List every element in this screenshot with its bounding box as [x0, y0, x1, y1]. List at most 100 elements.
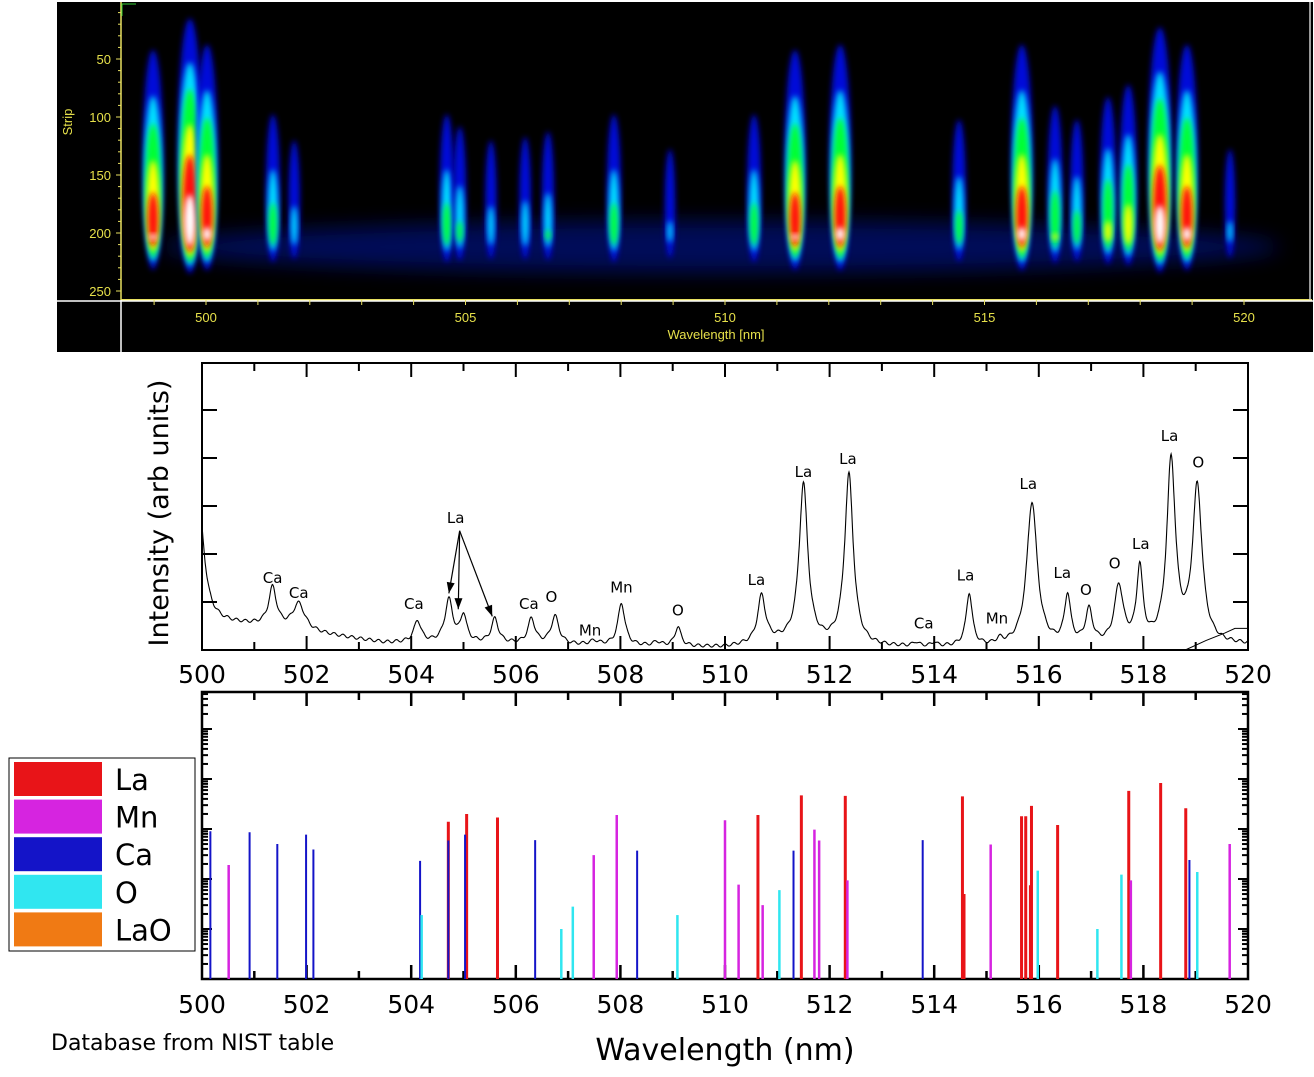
- spectrogram-intensity-contour: [545, 229, 551, 241]
- spectrogram-intensity-contour: [1052, 233, 1058, 240]
- nist-x-tick-label: 512: [806, 990, 854, 1019]
- annotation-arrow: [457, 530, 461, 610]
- spectrogram-intensity-contour: [1050, 190, 1060, 248]
- spectrogram-line: [177, 18, 202, 274]
- spectrum-x-tick-label: 506: [492, 660, 540, 689]
- spectrogram-intensity-contour: [955, 210, 963, 245]
- spectrogram-y-tick-label: 100: [89, 110, 111, 125]
- spectrogram-intensity-contour: [521, 200, 529, 247]
- spectrogram-line: [485, 140, 497, 259]
- peak-label: La: [1054, 564, 1072, 582]
- spectrogram-line: [606, 114, 621, 263]
- peak-label: Ca: [263, 569, 283, 587]
- nist-x-tick-label: 506: [492, 990, 540, 1019]
- peak-label: Ca: [914, 614, 934, 632]
- spectrogram-line: [541, 131, 555, 261]
- spectrum-x-tick-labels: 500 502 504 506 508 510 512 514 516 518 520: [178, 660, 1272, 689]
- spectrogram-intensity-contour: [202, 227, 212, 241]
- spectrogram-intensity-contour: [1182, 227, 1192, 241]
- spectrogram-intensity-contour: [184, 194, 196, 246]
- spectrogram-intensity-contour: [456, 221, 463, 243]
- spectrogram-x-tick-label: 515: [974, 310, 996, 325]
- spectrum-curve: [201, 451, 1249, 648]
- nist-x-tick-label: 508: [597, 990, 645, 1019]
- spectrogram-line: [784, 49, 806, 270]
- spectrogram-panel: 500 505 510 515 520 50 100 150 200 250 Strip Wave…: [57, 2, 1313, 352]
- spectrogram-intensity-contour: [1017, 227, 1027, 241]
- spectrogram-intensity-contour: [610, 202, 618, 246]
- x-axis-title: Wavelength (nm): [595, 1033, 854, 1068]
- spectrogram-intensity-contour: [443, 202, 451, 246]
- spectrum-x-tick-label: 508: [597, 660, 645, 689]
- peak-label: Ca: [519, 595, 539, 613]
- legend-label-lao: LaO: [115, 913, 172, 947]
- spectrogram-line: [1011, 44, 1033, 271]
- legend-label-ca: Ca: [115, 838, 153, 872]
- spectrogram-intensity-contour: [1124, 203, 1133, 245]
- peak-label: Ca: [404, 595, 424, 613]
- spectrum-x-tick-label: 510: [701, 660, 749, 689]
- peak-label: O: [1192, 454, 1204, 472]
- spectrum-x-tick-label: 512: [806, 660, 854, 689]
- spectrum-x-tick-label: 502: [283, 660, 331, 689]
- nist-x-tick-label: 510: [701, 990, 749, 1019]
- nist-x-tick-label: 504: [387, 990, 435, 1019]
- peak-label: Ca: [289, 584, 309, 602]
- spectrogram-line: [265, 114, 281, 263]
- nist-x-tick-label: 518: [1120, 990, 1168, 1019]
- peak-label: O: [1109, 554, 1121, 572]
- spectrogram-line: [1176, 44, 1198, 271]
- spectrogram-ticks: 500 505 510 515 520 50 100 150 200 250: [89, 12, 1255, 325]
- spectrogram-y-label: Strip: [60, 109, 75, 136]
- legend-swatch-mn: [14, 799, 102, 834]
- spectrogram-x-tick-label: 500: [195, 310, 217, 325]
- peak-label: La: [1132, 535, 1150, 553]
- spectrogram-intensity-contour: [667, 220, 673, 243]
- spectrogram-intensity-contour: [1224, 148, 1236, 258]
- spectrogram-intensity-contour: [836, 227, 845, 241]
- peak-label: O: [1080, 581, 1092, 599]
- spectrogram-intensity-contour: [291, 205, 298, 246]
- nist-x-tick-label: 514: [910, 990, 958, 1019]
- spectrogram-y-tick-label: 200: [89, 226, 111, 241]
- spectrogram-y-tick-label: 50: [97, 52, 111, 67]
- peak-label: La: [839, 450, 857, 468]
- spectrogram-intensity-contour: [791, 234, 799, 240]
- spectrum-y-axis-title: Intensity (arb units): [144, 380, 175, 647]
- legend-label-o: O: [115, 876, 138, 910]
- spectrum-x-tick-label: 516: [1015, 660, 1063, 689]
- peak-label: Mn: [986, 610, 1008, 628]
- spectrogram-image: [142, 18, 1280, 274]
- spectrogram-intensity-contour: [269, 202, 277, 246]
- spectrogram-glow: [160, 220, 1280, 273]
- spectrogram-intensity-contour: [147, 192, 159, 247]
- nist-ticks: [202, 692, 1248, 979]
- peak-label: La: [795, 463, 813, 481]
- spectrogram-y-tick-label: 250: [89, 284, 111, 299]
- spectrogram-line: [1148, 27, 1172, 273]
- peak-label: La: [957, 566, 975, 584]
- arrow-head-icon: [484, 604, 493, 617]
- spectrogram-intensity-contour: [487, 205, 495, 246]
- spectrogram-intensity-contour: [1227, 220, 1233, 243]
- spectrogram-intensity-contour: [789, 192, 801, 247]
- spectrogram-line: [747, 114, 762, 263]
- nist-x-tick-label: 500: [178, 990, 226, 1019]
- spectrogram-y-tick-label: 150: [89, 168, 111, 183]
- footnote: Database from NIST table: [51, 1031, 334, 1056]
- spectrogram-corner-marker: [121, 3, 136, 16]
- peak-label: O: [545, 588, 557, 606]
- spectrum-secondary-curve: [1185, 627, 1248, 651]
- legend-swatch-o: [14, 874, 102, 909]
- spectrogram-line: [1100, 96, 1116, 265]
- spectrogram-intensity-contour: [1073, 210, 1081, 245]
- peak-label: O: [672, 601, 684, 619]
- arrow-head-icon: [454, 598, 463, 610]
- nist-x-tick-labels: 500 502 504 506 508 510 512 514 516 518 520: [178, 990, 1272, 1019]
- peak-label: La: [1020, 475, 1038, 493]
- spectrogram-line: [439, 114, 454, 263]
- spectrogram-intensity-contour: [750, 202, 758, 246]
